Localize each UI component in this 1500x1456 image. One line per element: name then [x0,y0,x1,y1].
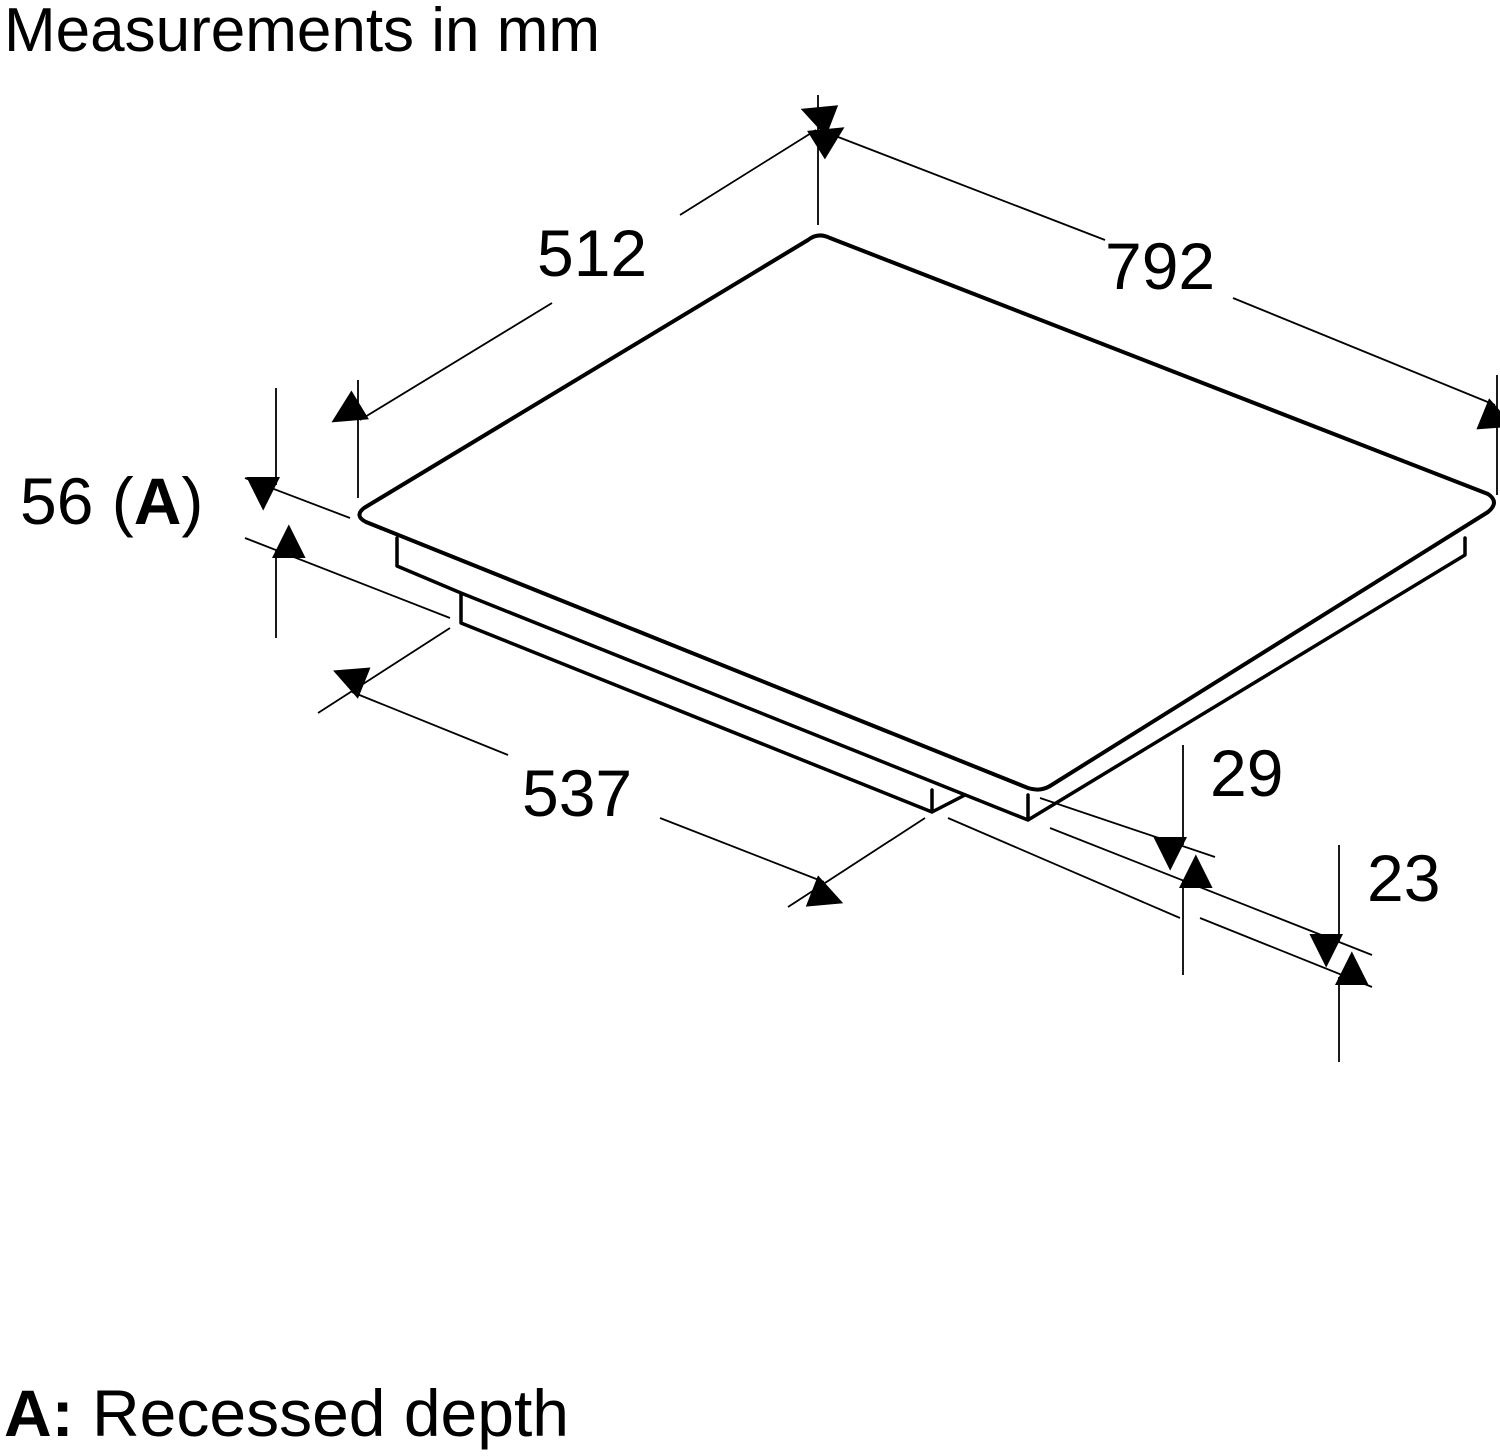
legend-key: A: [4,1376,74,1450]
legend: A: Recessed depth [4,1380,569,1446]
dim-line-792 [800,105,1106,241]
diagram-title: Measurements in mm [4,0,601,65]
hob-body [395,536,1467,822]
dim-line-512 [331,302,553,423]
legend-text: Recessed depth [92,1376,569,1450]
dim-value-56: 56 [20,464,94,538]
dim-label-29: 29 [1210,736,1284,810]
dim-label-792: 792 [1105,229,1216,303]
dim-label-56: 56 (A) [20,464,204,538]
dim-line-537 [333,667,509,756]
dim-label-537: 537 [522,756,633,830]
dim-label-512: 512 [537,216,648,290]
dim-label-23: 23 [1367,841,1441,915]
dim-marker-a: A [133,464,182,538]
hob-top-plate [357,233,1496,792]
